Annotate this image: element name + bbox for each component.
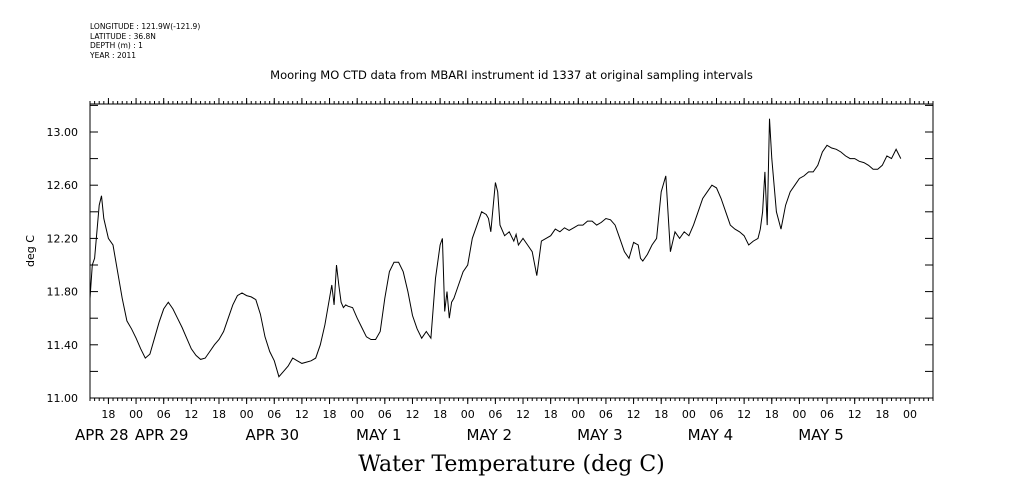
plot-frame [89, 103, 934, 399]
chart-title: Mooring MO CTD data from MBARI instrumen… [270, 68, 753, 82]
y-tick-label: 11.40 [47, 339, 79, 352]
x-date-label: MAY 2 [467, 426, 513, 444]
x-hour-label: 06 [488, 408, 502, 421]
x-hour-label: 12 [848, 408, 862, 421]
year-label: YEAR : 2011 [90, 50, 137, 60]
x-hour-label: 12 [516, 408, 530, 421]
x-hour-label: 06 [267, 408, 281, 421]
x-hour-label: 00 [571, 408, 585, 421]
y-ticks-group: 11.00 11.40 11.80 12.20 12.60 13.00 [47, 104, 933, 405]
x-hour-label: 00 [350, 408, 364, 421]
metadata-block: LONGITUDE : 121.9W(-121.9) LATITUDE : 36… [90, 22, 200, 60]
x-hour-label: 12 [737, 408, 751, 421]
x-date-label: APR 30 [245, 426, 299, 444]
y-tick-label: 11.00 [47, 392, 79, 405]
y-tick-label: 11.80 [47, 286, 79, 299]
x-hour-label: 12 [184, 408, 198, 421]
x-axis-title: Water Temperature (deg C) [358, 452, 665, 477]
longitude-label: LONGITUDE : 121.9W(-121.9) [90, 22, 201, 31]
x-hour-label: 18 [765, 408, 779, 421]
x-hour-label: 12 [295, 408, 309, 421]
x-hour-label: 12 [627, 408, 641, 421]
x-hour-label: 06 [709, 408, 723, 421]
y-tick-label: 12.20 [47, 232, 79, 245]
x-hour-label: 06 [820, 408, 834, 421]
x-hour-label: 00 [129, 408, 143, 421]
x-hour-label: 18 [654, 408, 668, 421]
x-date-label: APR 28 [75, 426, 129, 444]
depth-label: DEPTH (m) : 1 [90, 41, 143, 51]
x-ticks-group: 18 00 06 12 18 00 06 12 18 00 06 12 18 00 06 12 18 00 06 12… [75, 98, 934, 444]
x-hour-label: 18 [212, 408, 226, 421]
x-hour-label: 00 [240, 408, 254, 421]
x-date-label: APR 29 [135, 426, 189, 444]
x-hour-label: 12 [405, 408, 419, 421]
y-tick-label: 12.60 [47, 179, 79, 192]
x-date-label: MAY 4 [688, 426, 734, 444]
x-hour-label: 18 [101, 408, 115, 421]
x-hour-label: 18 [433, 408, 447, 421]
x-hour-label: 00 [682, 408, 696, 421]
x-date-label: MAY 1 [356, 426, 402, 444]
x-hour-label: 06 [157, 408, 171, 421]
x-date-label: MAY 3 [577, 426, 623, 444]
x-hour-label: 00 [792, 408, 806, 421]
x-hour-label: 18 [323, 408, 337, 421]
x-hour-label: 06 [378, 408, 392, 421]
x-hour-label: 00 [461, 408, 475, 421]
x-hour-label: 00 [903, 408, 917, 421]
x-hour-label: 06 [599, 408, 613, 421]
temperature-line [89, 118, 902, 378]
latitude-label: LATITUDE : 36.8N [90, 31, 156, 41]
y-axis-label: deg C [24, 235, 37, 267]
x-hour-label: 18 [875, 408, 889, 421]
x-date-label: MAY 5 [798, 426, 844, 444]
x-hour-label: 18 [544, 408, 558, 421]
y-tick-label: 13.00 [47, 126, 79, 139]
